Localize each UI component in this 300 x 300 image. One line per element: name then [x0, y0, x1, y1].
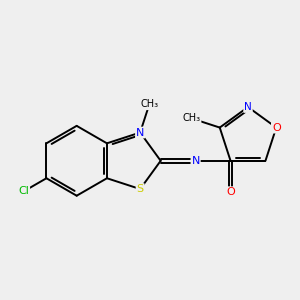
Text: O: O — [272, 123, 280, 133]
Text: S: S — [136, 184, 144, 194]
Text: CH₃: CH₃ — [182, 113, 201, 123]
Text: N: N — [136, 128, 144, 137]
Text: N: N — [191, 156, 200, 166]
Text: O: O — [226, 187, 235, 197]
Text: N: N — [244, 102, 252, 112]
Text: CH₃: CH₃ — [140, 99, 158, 109]
Text: Cl: Cl — [18, 186, 29, 196]
